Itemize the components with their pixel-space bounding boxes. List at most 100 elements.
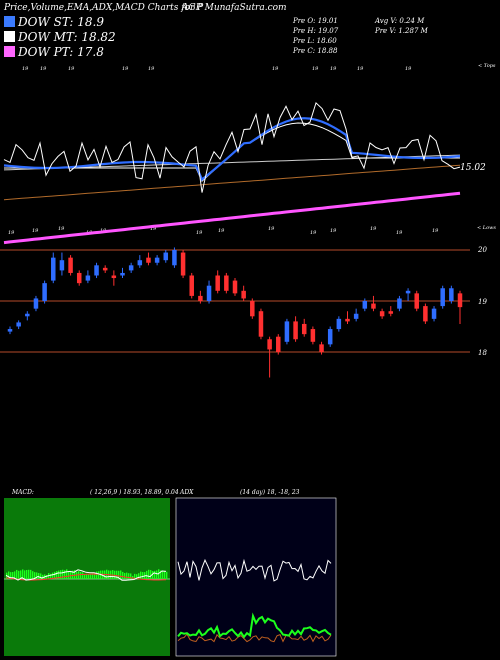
macd-histogram-bar [50,573,52,579]
macd-histogram-bar [142,572,144,579]
macd-panel [4,498,170,656]
bottom-mark: 19 [58,226,65,232]
legend-label: DOW ST: 18.9 [18,15,104,29]
adx-minus-di-line [177,633,332,643]
bottom-mark: 19 [196,230,203,236]
macd-histogram-bar [126,572,128,579]
candle-body [310,329,316,342]
macd-histogram-bar [122,571,124,579]
candle-body [301,323,307,335]
adx-panel [175,497,337,657]
macd-histogram-bar [70,571,72,579]
macd-histogram-bar [132,575,134,579]
candle-body [42,283,47,301]
macd-histogram-bar [62,569,64,579]
candle-body [258,311,264,337]
legend-swatch-blue [4,16,15,27]
macd-histogram-bar [128,573,130,579]
candle-body [94,265,99,276]
pre-volume: Pre V: 1.287 M [375,27,428,35]
macd-histogram-bar [66,569,68,579]
ema-panel: 19 19 19 19 19 19 19 19 19 19 19 19 19 19 19 19 19 19 19 19… [3,66,461,245]
candle-body [215,275,220,291]
candle-body [25,313,30,317]
macd-params: ( 12,26,9 ) 18.93, 18.89, 0.04 [90,489,179,496]
macd-histogram-bar [120,570,122,579]
macd-histogram-bar [146,570,148,579]
top-mark: 19 [68,66,75,72]
candle-body [397,298,402,309]
macd-histogram-bar [16,569,18,579]
price-panel [0,247,470,378]
candle-body [449,288,454,301]
macd-histogram-bar [30,569,32,579]
macd-histogram-bar [40,573,42,579]
macd-histogram-bar [164,570,166,579]
macd-histogram-bar [152,570,154,579]
candle-body [319,344,324,352]
macd-histogram-bar [112,570,114,579]
candle-body [111,275,117,279]
macd-histogram-bar [12,572,14,579]
candle-body [440,288,445,307]
macd-histogram-bar [86,573,88,579]
bottom-mark: 19 [32,228,39,234]
macd-histogram-bar [74,570,76,579]
macd-histogram-bar [114,570,116,579]
tops-label: < Tops [478,63,496,69]
top-mark: 19 [122,66,129,72]
macd-histogram-bar [138,573,140,579]
chart-header-title: Price,Volume,EMA,ADX,MACD Charts for P [4,3,204,13]
macd-histogram-bar [58,570,60,579]
adx-line [177,558,332,582]
bottom-mark: 19 [370,226,377,232]
bottom-mark: 19 [396,230,403,236]
top-mark: 19 [357,66,364,72]
candle-body [59,260,65,271]
macd-histogram-bar [166,571,168,579]
candle-body [120,272,125,276]
candle-body [198,295,203,301]
macd-histogram-bar [20,570,22,579]
pre-low: Pre L: 18.60 [293,37,337,45]
macd-histogram-bar [60,570,62,579]
macd-histogram-bar [8,571,10,579]
lows-label: < Lows [477,225,496,231]
macd-histogram-bar [156,570,158,579]
candle-body [206,285,212,301]
candle-body [137,260,143,266]
candle-body [388,311,394,314]
candle-body [276,336,281,352]
macd-histogram-bar [84,573,86,579]
bottom-mark: 19 [8,230,15,236]
top-mark: 19 [40,66,47,72]
ema-blue-line [3,117,461,182]
candle-body [102,267,108,271]
candle-body [224,275,229,291]
legend-swatch-magenta [4,46,15,57]
bottom-mark: 19 [330,228,337,234]
macd-histogram-bar [118,570,120,579]
candle-body [345,318,350,322]
macd-label: MACD: [12,489,34,496]
top-mark: 19 [22,66,29,72]
macd-histogram-bar [116,570,118,579]
macd-histogram-bar [82,572,84,579]
macd-histogram-bar [52,572,54,579]
macd-histogram-bar [154,570,156,579]
pre-high: Pre H: 19.07 [293,27,339,35]
macd-histogram-bar [36,572,38,579]
candle-body [163,252,169,261]
macd-histogram-bar [124,572,126,579]
legend-label: DOW PT: 17.8 [18,45,104,59]
top-mark: 19 [272,66,279,72]
candle-body [16,322,21,327]
macd-histogram-bar [134,573,136,579]
pre-open: Pre O: 19.01 [293,17,338,25]
top-mark: 19 [148,66,155,72]
adx-params: (14 day) 18, -18, 23 [240,489,300,496]
candle-body [146,257,151,263]
macd-histogram-bar [10,572,12,579]
candle-body [33,298,39,309]
